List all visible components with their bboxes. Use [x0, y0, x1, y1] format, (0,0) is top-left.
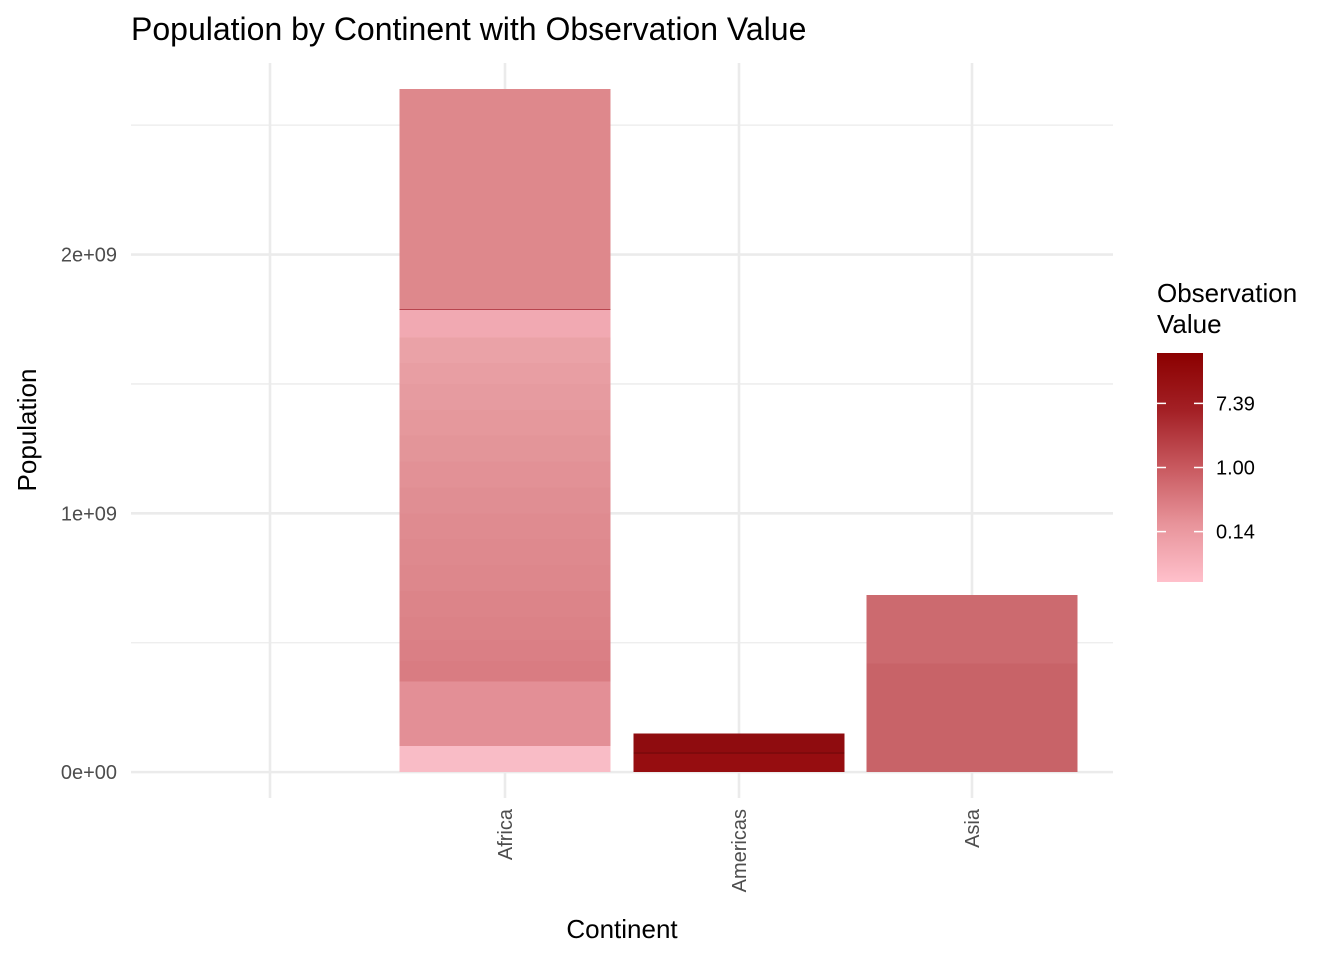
- bar-segment-americas-21: [633, 733, 845, 753]
- bar-segment-africa-15: [399, 337, 611, 364]
- bar-segment-africa-11: [399, 435, 611, 462]
- bar-segment-americas-20: [633, 752, 845, 755]
- bar-segment-africa-7: [399, 539, 611, 566]
- y-tick-label-1: 1e+09: [61, 503, 117, 525]
- legend-title-line-2: Value: [1157, 309, 1222, 339]
- legend: Observation Value 7.39 1.00 0.14: [1157, 278, 1297, 582]
- colorbar-tick-label-2: 0.14: [1216, 522, 1255, 544]
- bar-segment-africa-2: [399, 660, 611, 682]
- bar-segment-africa-14: [399, 363, 611, 384]
- bar-segment-africa-1: [399, 681, 611, 747]
- colorbar-tick-label-0: 7.39: [1216, 393, 1255, 415]
- y-axis: 0e+00 1e+09 2e+09: [61, 245, 117, 785]
- x-axis-title: Continent: [566, 914, 678, 944]
- bar-segment-africa-4: [399, 616, 611, 641]
- bar-segment-africa-16: [399, 310, 611, 338]
- bar-segment-asia-22: [866, 663, 1078, 773]
- bar-segment-africa-10: [399, 461, 611, 488]
- bar-segment-africa-13: [399, 383, 611, 410]
- bar-segment-americas-19: [633, 754, 845, 773]
- y-tick-label-2: 2e+09: [61, 245, 117, 267]
- y-axis-title: Population: [12, 369, 42, 492]
- colorbar-tick-label-1: 1.00: [1216, 458, 1255, 480]
- bar-segment-africa-9: [399, 487, 611, 514]
- bar-segment-africa-12: [399, 409, 611, 436]
- colorbar-ticks: 7.39 1.00 0.14: [1157, 393, 1255, 544]
- x-tick-label-asia: Asia: [962, 808, 984, 848]
- bar-stack-layer: [399, 88, 1078, 773]
- y-tick-label-0: 0e+00: [61, 762, 117, 784]
- bar-segment-africa-17: [399, 308, 611, 311]
- x-axis: Africa Americas Asia: [495, 808, 984, 892]
- x-tick-label-americas: Americas: [729, 809, 751, 892]
- bar-segment-africa-5: [399, 590, 611, 617]
- bar-segment-africa-6: [399, 565, 611, 591]
- bar-segment-africa-8: [399, 513, 611, 540]
- legend-title-line-1: Observation: [1157, 278, 1297, 308]
- bar-segment-africa-18: [399, 88, 611, 309]
- chart-title: Population by Continent with Observation…: [131, 11, 806, 47]
- bar-segment-asia-23: [866, 594, 1078, 664]
- x-tick-label-africa: Africa: [495, 808, 517, 860]
- bar-segment-africa-3: [399, 640, 611, 661]
- bar-segment-africa-0: [399, 746, 611, 773]
